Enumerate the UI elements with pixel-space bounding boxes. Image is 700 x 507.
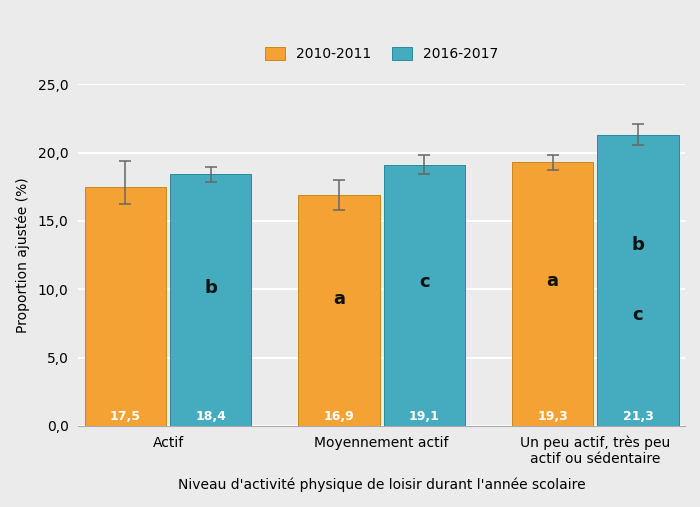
X-axis label: Niveau d'activité physique de loisir durant l'année scolaire: Niveau d'activité physique de loisir dur… (178, 478, 585, 492)
Bar (597, 135, 678, 426)
Text: a: a (333, 290, 345, 308)
Text: c: c (633, 306, 643, 324)
Text: 17,5: 17,5 (110, 410, 141, 422)
Text: b: b (631, 236, 645, 255)
Bar (170, 174, 251, 426)
Legend: 2010-2011, 2016-2017: 2010-2011, 2016-2017 (265, 47, 498, 61)
Text: 16,9: 16,9 (323, 410, 354, 422)
Text: 21,3: 21,3 (622, 410, 653, 422)
Bar (85, 187, 166, 426)
Bar (298, 195, 379, 426)
Text: c: c (419, 273, 430, 292)
Y-axis label: Proportion ajustée (%): Proportion ajustée (%) (15, 177, 29, 333)
Bar (384, 165, 465, 426)
Text: 19,3: 19,3 (537, 410, 568, 422)
Bar (512, 162, 593, 426)
Text: a: a (547, 272, 559, 290)
Text: b: b (204, 279, 217, 297)
Text: 18,4: 18,4 (195, 410, 226, 422)
Text: 19,1: 19,1 (409, 410, 440, 422)
